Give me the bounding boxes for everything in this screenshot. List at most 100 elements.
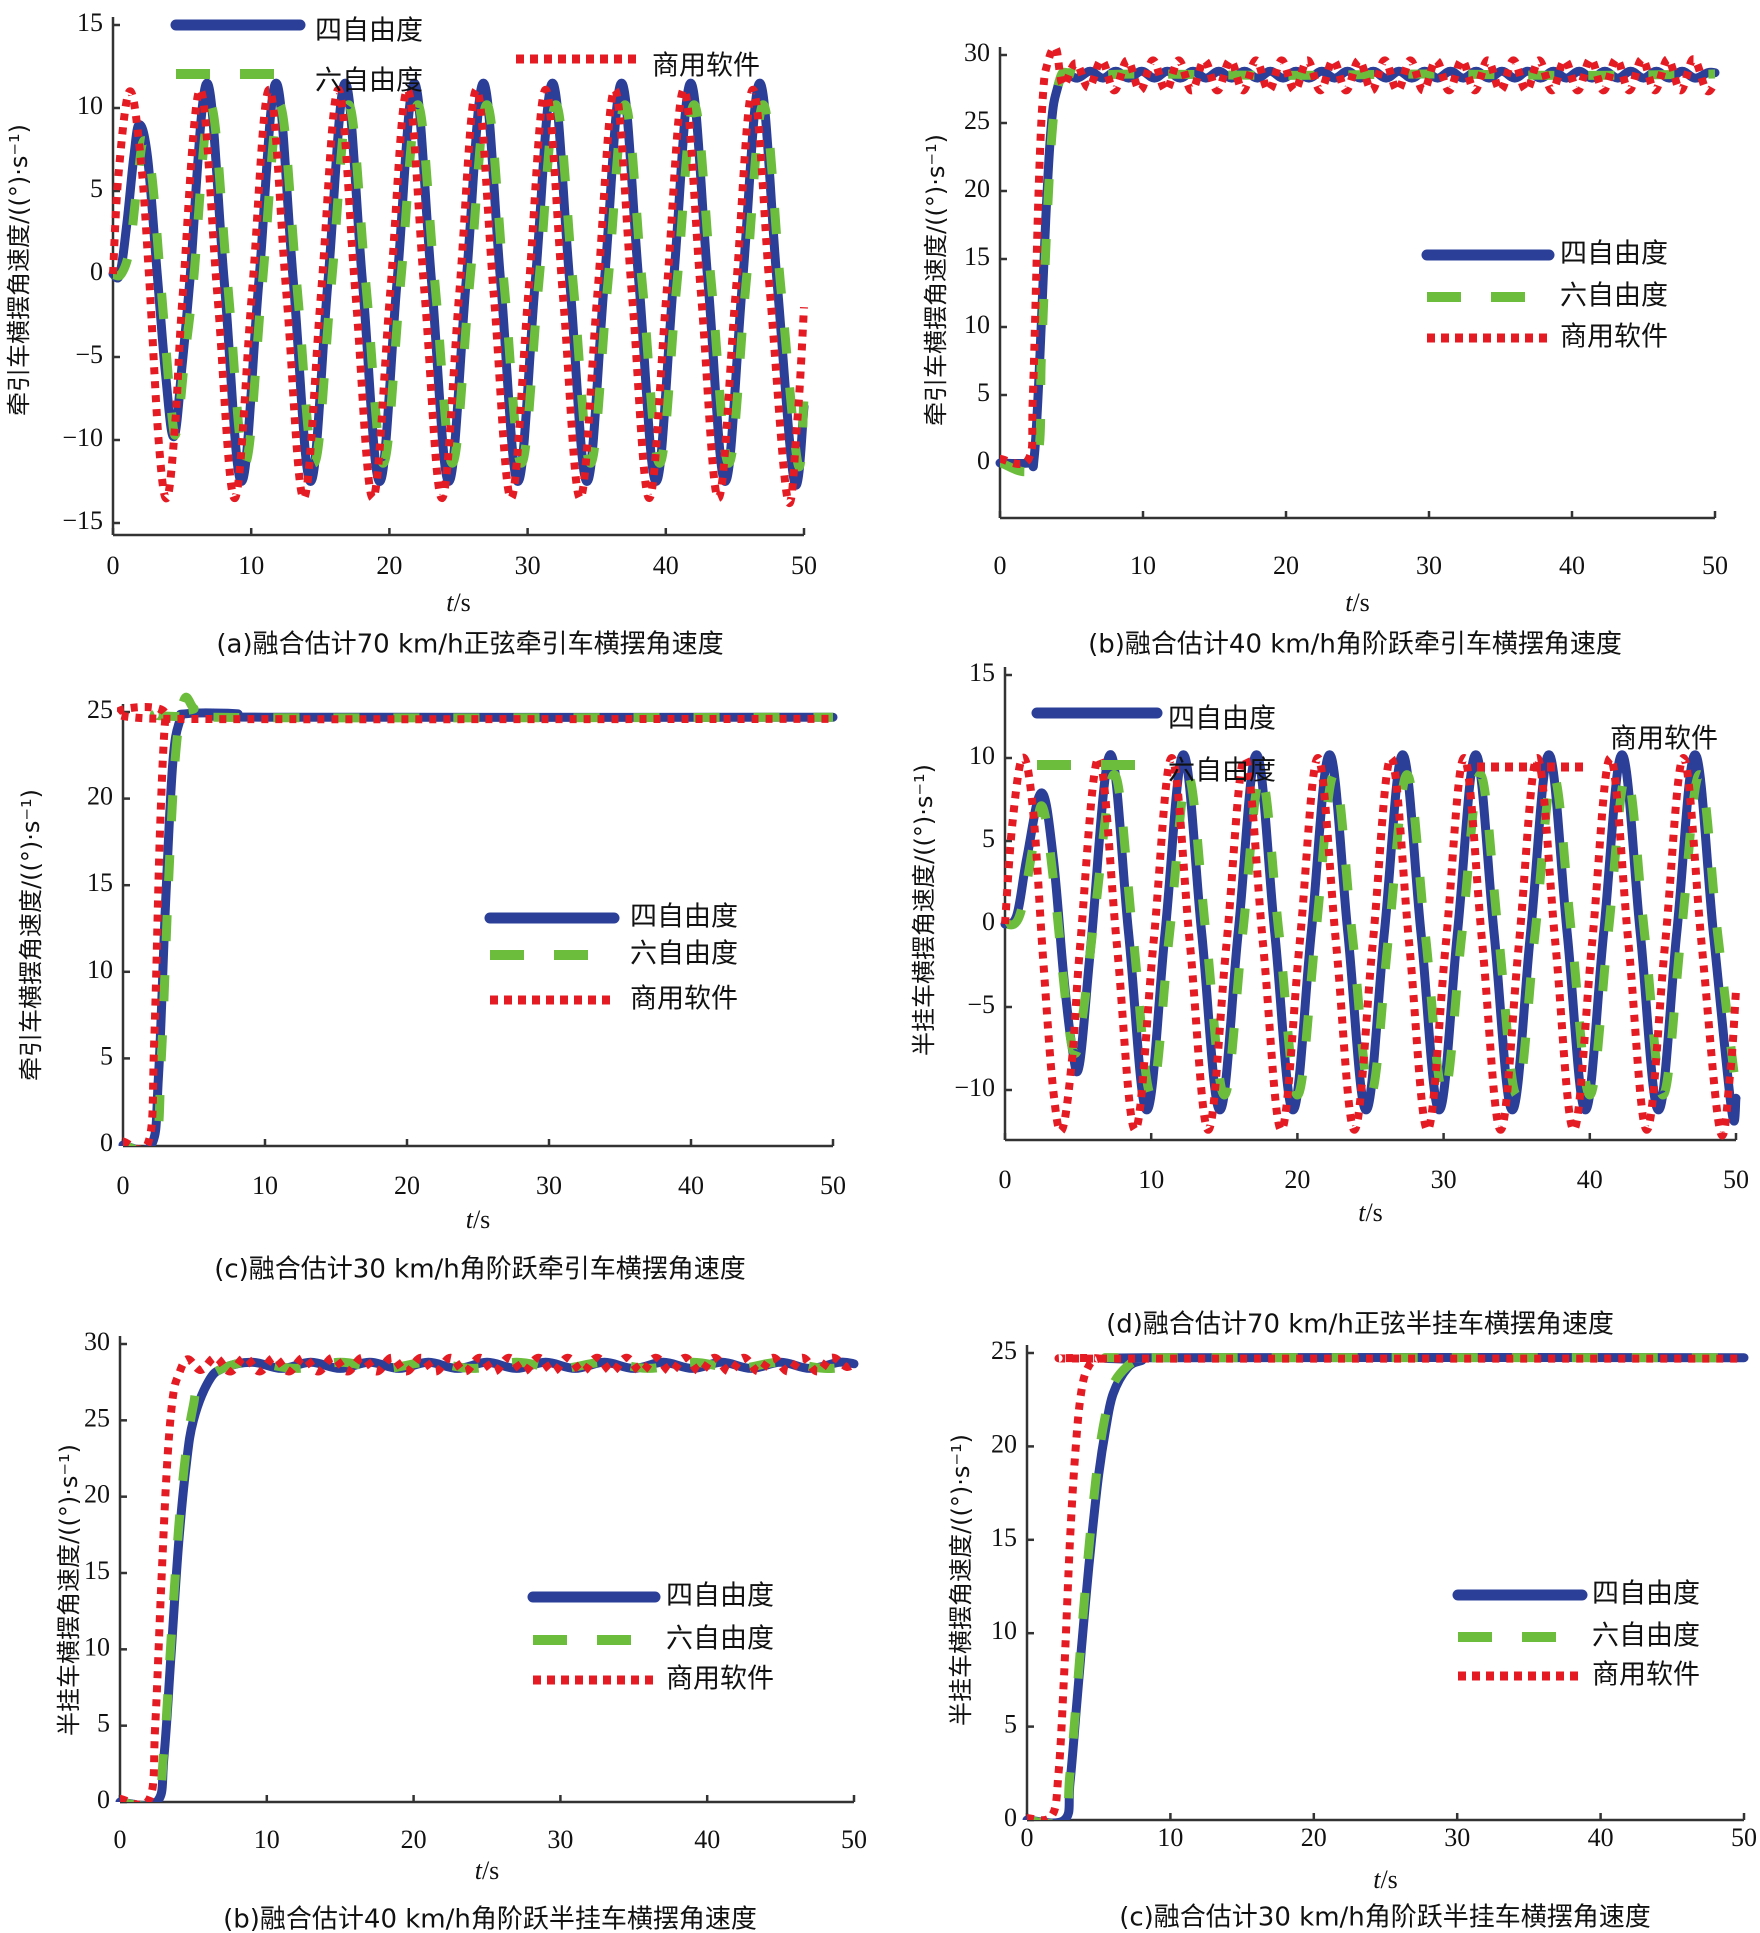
series-line-commercial	[119, 1353, 857, 1802]
y-tick-label: 0	[982, 907, 995, 936]
y-tick-label: 10	[87, 955, 113, 984]
y-tick-label: 10	[964, 310, 990, 339]
y-tick-label: 15	[991, 1523, 1017, 1552]
series-line-commercial	[999, 43, 1719, 468]
x-axis-title-unit: /s	[453, 588, 470, 617]
series-line-commercial	[109, 85, 808, 508]
series-line-dof6	[1027, 1353, 1745, 1820]
legend-label-dof4: 四自由度	[1592, 1579, 1700, 1610]
plot-area	[1000, 750, 1741, 1140]
y-tick-label: 0	[90, 257, 103, 286]
panel-caption: (c)融合估计30 km/h角阶跃牵引车横摆角速度	[214, 1255, 746, 1285]
legend-label-commercial: 商用软件	[630, 984, 738, 1015]
x-axis-title-var: t	[446, 588, 454, 617]
x-axis-title-var: t	[1373, 1865, 1381, 1894]
series-line-commercial	[1026, 1354, 1744, 1820]
plot-area	[1022, 1352, 1749, 1820]
x-tick-label: 10	[1157, 1823, 1183, 1852]
series-line-dof6	[122, 692, 834, 1146]
x-tick-label: 30	[515, 551, 541, 580]
x-tick-label: 10	[252, 1171, 278, 1200]
x-axis-title-var: t	[1345, 588, 1353, 617]
panel-caption: (d)融合估计70 km/h正弦半挂车横摆角速度	[1106, 1310, 1614, 1340]
x-tick-label: 50	[1723, 1165, 1749, 1194]
series-line-dof6	[111, 100, 809, 472]
legend-label-dof4: 四自由度	[1560, 239, 1668, 270]
x-tick-label: 10	[238, 551, 264, 580]
y-tick-label: 25	[964, 106, 990, 135]
x-tick-label: 0	[107, 551, 120, 580]
x-axis-title: t/s	[1345, 588, 1370, 617]
legend-label-dof4: 四自由度	[630, 902, 738, 933]
series-line-commercial	[117, 703, 834, 1146]
plot-area	[108, 78, 809, 508]
panel-caption: (c)融合估计30 km/h角阶跃半挂车横摆角速度	[1119, 1903, 1651, 1933]
x-tick-label: 20	[1273, 551, 1299, 580]
legend-label-dof4: 四自由度	[666, 1581, 774, 1612]
x-tick-label: 40	[1588, 1823, 1614, 1852]
y-tick-label: 25	[84, 1403, 110, 1432]
x-tick-label: 0	[114, 1825, 127, 1854]
x-tick-label: 30	[1416, 551, 1442, 580]
y-tick-label: 15	[964, 242, 990, 271]
x-tick-label: 40	[653, 551, 679, 580]
y-tick-label: −10	[954, 1073, 995, 1102]
y-tick-label: 20	[84, 1480, 110, 1509]
x-tick-label: 30	[547, 1825, 573, 1854]
x-axis-title: t/s	[475, 1856, 500, 1885]
panel-c: 0 5 10 15 20 25 0 10 20 30 40 50 t/s 牵引车横摆角速度/((°)·s⁻…	[17, 692, 846, 1285]
y-tick-label: 0	[977, 446, 990, 475]
x-axis-title: t/s	[446, 588, 471, 617]
series-line-dof6	[998, 67, 1716, 477]
x-tick-label: 10	[1138, 1165, 1164, 1194]
y-axis-title: 牵引车横摆角速度/((°)·s⁻¹)	[5, 124, 33, 416]
y-tick-label: 0	[1004, 1803, 1017, 1832]
x-tick-label: 50	[791, 551, 817, 580]
y-tick-label: 10	[84, 1632, 110, 1661]
y-tick-label: 5	[977, 378, 990, 407]
legend-label-dof6: 六自由度	[315, 66, 423, 97]
panel-d: −10 −5 0 5 10 15 0 10 20 30 40 50 t/s 半挂车横摆角速度/((°)·s…	[910, 658, 1749, 1340]
legend-label-commercial: 商用软件	[666, 1664, 774, 1695]
y-tick-label: 5	[982, 824, 995, 853]
legend-label-commercial: 商用软件	[1560, 322, 1668, 353]
y-axis-title: 半挂车横摆角速度/((°)·s⁻¹)	[910, 764, 938, 1056]
legend-label-dof4: 四自由度	[315, 16, 423, 47]
series-line-dof6	[1002, 770, 1741, 1100]
y-tick-label: 5	[1004, 1710, 1017, 1739]
y-axis-title: 牵引车横摆角速度/((°)·s⁻¹)	[922, 134, 950, 426]
y-tick-label: 30	[84, 1327, 110, 1356]
x-tick-label: 20	[401, 1825, 427, 1854]
x-tick-label: 40	[694, 1825, 720, 1854]
y-tick-label: 30	[964, 38, 990, 67]
panel-caption: (b)融合估计40 km/h角阶跃牵引车横摆角速度	[1088, 630, 1622, 660]
x-tick-label: 0	[1021, 1823, 1034, 1852]
plot-area	[995, 43, 1720, 477]
x-axis-title-unit: /s	[473, 1205, 490, 1234]
panel-f: 0 5 10 15 20 25 0 10 20 30 40 50 t/s 半挂车横摆角速度/((°)·s⁻…	[947, 1336, 1757, 1933]
x-tick-label: 40	[678, 1171, 704, 1200]
legend-label-dof6: 六自由度	[1168, 756, 1276, 787]
y-axis-title: 半挂车横摆角速度/((°)·s⁻¹)	[947, 1434, 975, 1726]
y-tick-label: 15	[87, 868, 113, 897]
y-tick-label: 10	[77, 91, 103, 120]
y-tick-label: 10	[991, 1616, 1017, 1645]
y-tick-label: 5	[100, 1041, 113, 1070]
x-axis-title-var: t	[475, 1856, 483, 1885]
x-tick-label: 50	[1702, 551, 1728, 580]
plot-area	[115, 1353, 859, 1802]
x-tick-label: 20	[1284, 1165, 1310, 1194]
x-tick-label: 50	[1731, 1823, 1757, 1852]
legend-label-commercial: 商用软件	[1592, 1660, 1700, 1691]
y-tick-label: 15	[84, 1556, 110, 1585]
x-tick-label: 0	[999, 1165, 1012, 1194]
legend-label-dof6: 六自由度	[1592, 1621, 1700, 1652]
y-tick-label: 5	[90, 174, 103, 203]
x-tick-label: 50	[820, 1171, 846, 1200]
panel-caption: (a)融合估计70 km/h正弦牵引车横摆角速度	[216, 630, 723, 660]
y-tick-label: 20	[964, 174, 990, 203]
x-axis-title-unit: /s	[1352, 588, 1369, 617]
